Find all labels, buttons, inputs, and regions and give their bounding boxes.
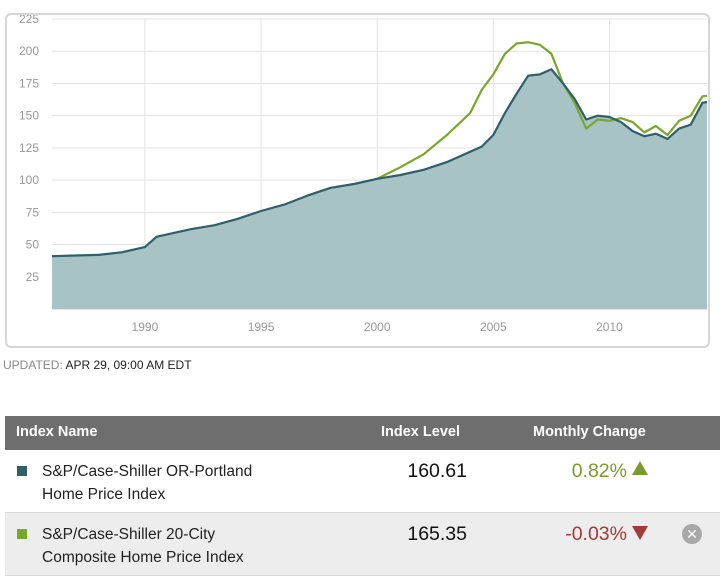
series-portland-line	[51, 68, 708, 258]
y-tick-label: 100	[19, 173, 39, 187]
monthly-change: 0.82%	[572, 460, 648, 483]
up-arrow-icon	[632, 461, 648, 475]
index-level: 165.35	[407, 523, 467, 545]
y-tick-label: 50	[26, 238, 40, 252]
header-monthly-change: Monthly Change	[533, 424, 646, 440]
y-tick-label: 225	[19, 15, 39, 26]
chart-svg: 25 50 75 100 125 150 175 200 225 1990 1995 2000 2005…	[19, 15, 708, 334]
series-20-city-line	[376, 41, 708, 180]
index-name-line2: Composite Home Price Index	[42, 549, 244, 566]
remove-index-icon[interactable]: ✕	[682, 524, 702, 544]
x-tick-label: 1995	[248, 320, 275, 334]
monthly-change-value: 0.82%	[571, 460, 627, 482]
series-swatch	[17, 466, 27, 476]
chart-frame: 25 50 75 100 125 150 175 200 225 1990 1995 2000 2005…	[5, 13, 710, 348]
table-header: Index Name Index Level Monthly Change	[5, 416, 720, 450]
index-name-line2: Home Price Index	[42, 486, 166, 503]
y-tick-label: 125	[19, 141, 39, 155]
y-tick-label: 25	[26, 270, 40, 284]
header-index-name: Index Name	[16, 424, 98, 440]
updated-timestamp: UPDATED: APR 29, 09:00 AM EDT	[3, 358, 192, 372]
updated-value: APR 29, 09:00 AM EDT	[65, 358, 192, 372]
index-table: Index Name Index Level Monthly Change S&…	[5, 416, 720, 576]
index-name: S&P/Case-Shiller OR-Portland Home Price …	[42, 460, 252, 506]
table-row-20-city[interactable]: S&P/Case-Shiller 20-City Composite Home …	[5, 513, 720, 576]
x-tick-label: 2010	[596, 320, 623, 334]
x-tick-label: 2005	[480, 320, 507, 334]
monthly-change-value: -0.03%	[565, 523, 627, 545]
updated-label: UPDATED:	[3, 358, 63, 372]
y-tick-label: 175	[19, 76, 39, 90]
series-swatch	[17, 529, 27, 539]
y-tick-label: 75	[26, 205, 40, 219]
x-tick-label: 1990	[132, 320, 159, 334]
index-name-line1: S&P/Case-Shiller 20-City	[42, 526, 216, 543]
y-tick-label: 200	[19, 44, 39, 58]
table-row-portland[interactable]: S&P/Case-Shiller OR-Portland Home Price …	[5, 450, 720, 513]
down-arrow-icon	[632, 526, 648, 540]
monthly-change: -0.03%	[565, 523, 648, 546]
index-name: S&P/Case-Shiller 20-City Composite Home …	[42, 523, 244, 569]
index-name-line1: S&P/Case-Shiller OR-Portland	[42, 463, 253, 480]
y-tick-label: 150	[19, 109, 39, 123]
x-tick-label: 2000	[364, 320, 391, 334]
header-index-level: Index Level	[381, 424, 460, 440]
index-level: 160.61	[407, 460, 467, 482]
series-portland-area	[52, 69, 707, 309]
